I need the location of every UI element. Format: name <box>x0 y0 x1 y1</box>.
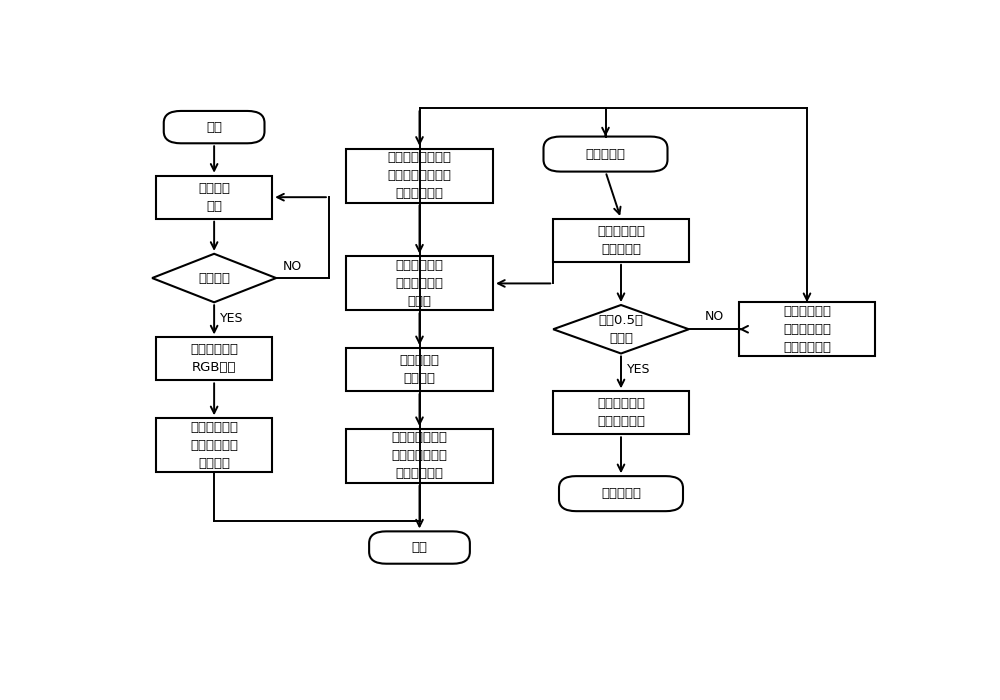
Text: YES: YES <box>220 312 244 325</box>
Bar <box>346 429 493 483</box>
Bar <box>553 391 689 434</box>
Text: YES: YES <box>627 363 651 376</box>
Text: 根据病斜区域
面积计算余弦
相似度: 根据病斜区域 面积计算余弦 相似度 <box>396 259 444 308</box>
FancyBboxPatch shape <box>559 476 683 511</box>
Text: 提取余弦相似
度的平均值: 提取余弦相似 度的平均值 <box>597 225 645 256</box>
Text: 送入病害区域
检测模型得到
病斜区域: 送入病害区域 检测模型得到 病斜区域 <box>190 421 238 470</box>
Text: 开始: 开始 <box>206 120 222 134</box>
Bar <box>739 302 875 356</box>
Text: 小于0.5倍
平均值: 小于0.5倍 平均值 <box>598 314 644 344</box>
Bar <box>346 148 493 202</box>
Bar <box>346 256 493 310</box>
Text: 送入专家数据
库中等待标记: 送入专家数据 库中等待标记 <box>597 398 645 428</box>
FancyBboxPatch shape <box>544 136 668 172</box>
Bar <box>346 348 493 391</box>
Text: NO: NO <box>282 260 302 272</box>
Text: 特征数据库: 特征数据库 <box>586 148 626 160</box>
Polygon shape <box>152 254 276 302</box>
Text: 选择加权余弦相
似度最大的类别
作为诊断结果: 选择加权余弦相 似度最大的类别 作为诊断结果 <box>392 431 448 480</box>
Text: 结束: 结束 <box>412 541 428 554</box>
FancyBboxPatch shape <box>369 531 470 564</box>
Text: 专家数据库: 专家数据库 <box>601 487 641 500</box>
Text: 用户确认: 用户确认 <box>198 272 230 284</box>
FancyBboxPatch shape <box>164 111 264 144</box>
Text: NO: NO <box>704 310 724 323</box>
Bar <box>156 418 272 472</box>
Bar <box>553 219 689 262</box>
Text: 将检测得到的病斜
区域一次送入病害
特征提取模型: 将检测得到的病斜 区域一次送入病害 特征提取模型 <box>388 151 452 200</box>
Bar <box>156 176 272 218</box>
Text: 拍摄植物
照片: 拍摄植物 照片 <box>198 182 230 213</box>
Bar <box>156 337 272 381</box>
Text: 更新特征数据
库中的余弦相
似度的平均值: 更新特征数据 库中的余弦相 似度的平均值 <box>783 304 831 354</box>
Text: 得到待识别的
RGB图片: 得到待识别的 RGB图片 <box>190 344 238 374</box>
Text: 计算加权余
弦相似度: 计算加权余 弦相似度 <box>400 354 440 385</box>
Polygon shape <box>553 305 689 354</box>
